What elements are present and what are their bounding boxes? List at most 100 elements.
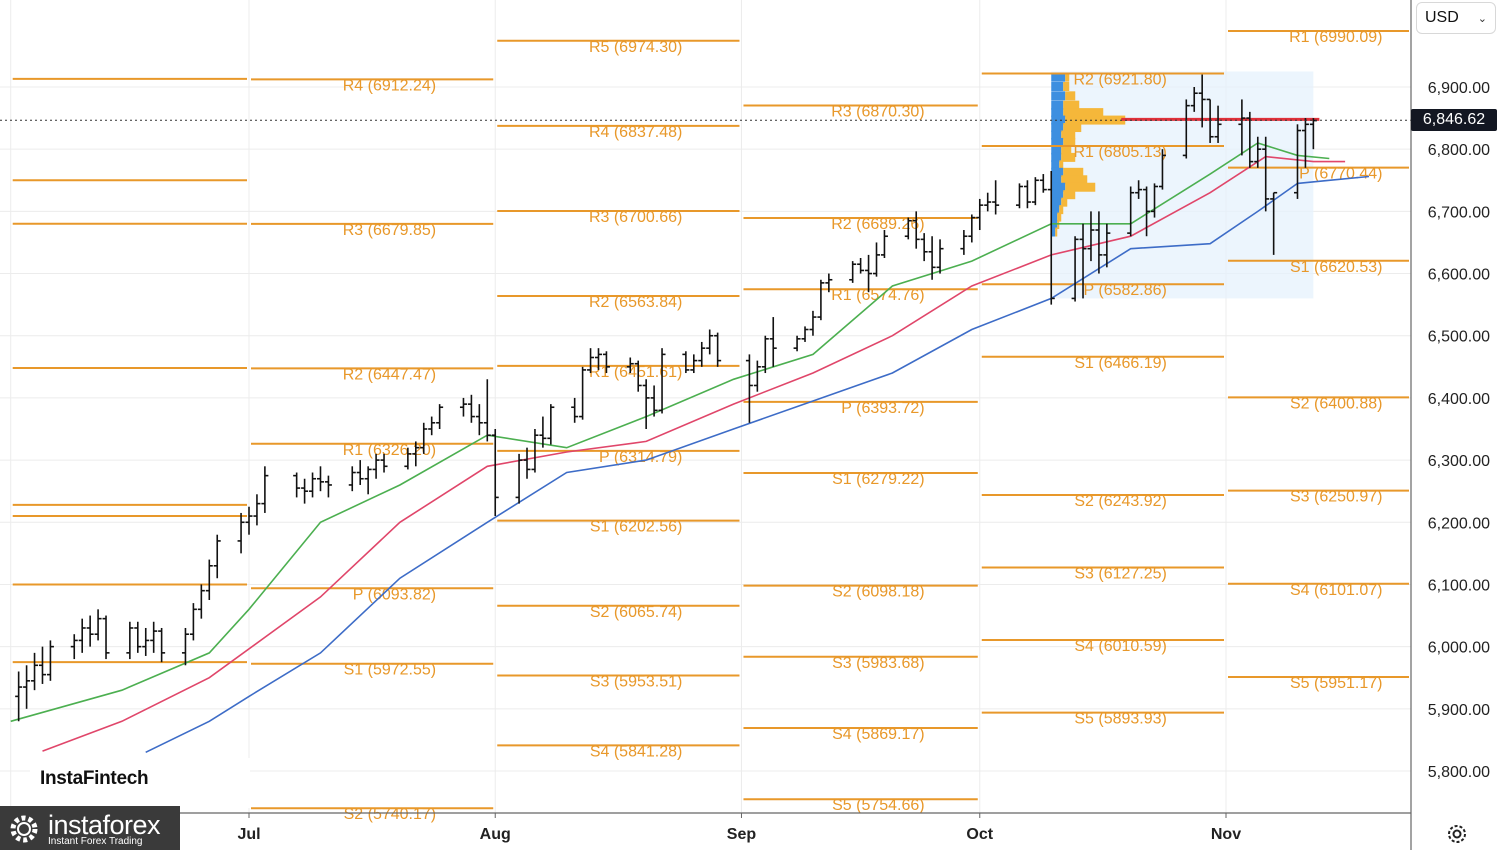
ohlc-bar	[817, 279, 825, 321]
ohlc-bar	[253, 494, 261, 526]
ohlc-bar	[571, 397, 579, 423]
ohlc-bar	[761, 335, 769, 374]
ohlc-bar	[880, 230, 888, 258]
ohlc-bar	[293, 472, 301, 498]
ohlc-bar	[70, 634, 78, 660]
moving-average-line	[42, 155, 1346, 752]
volume-profile-bar-buy	[1051, 72, 1066, 82]
ohlc-bar	[1182, 99, 1190, 159]
ohlc-bar	[475, 404, 483, 436]
ohlc-bar	[1270, 191, 1278, 255]
ohlc-bar	[483, 379, 491, 442]
pivot-level-label: S2 (6243.92)	[1074, 493, 1167, 510]
volume-profile-bar-buy	[1051, 137, 1064, 147]
ohlc-bar	[650, 385, 658, 417]
month-tick-label: Nov	[1211, 826, 1241, 843]
ohlc-bar	[309, 472, 317, 498]
pivot-level-label: S3 (5953.51)	[590, 674, 683, 691]
ohlc-bar	[1127, 186, 1135, 237]
ohlc-bar	[690, 354, 698, 374]
ohlc-bar	[539, 416, 547, 448]
ohlc-bar	[46, 640, 54, 681]
pivot-level-label: R1 (6805.13)	[1073, 144, 1166, 161]
ohlc-bar	[976, 198, 984, 231]
pivot-level-label: S1 (6620.53)	[1290, 259, 1383, 276]
ohlc-bar	[356, 460, 364, 485]
pivot-level-label: R3 (6700.66)	[589, 209, 682, 226]
ohlc-bar	[181, 627, 189, 666]
ohlc-bar	[189, 603, 197, 641]
ohlc-bar	[404, 447, 412, 470]
pivot-level-label: S1 (6466.19)	[1074, 355, 1167, 372]
ohlc-bar	[1293, 124, 1301, 199]
moving-average-line	[145, 175, 1370, 754]
ohlc-bar	[1135, 180, 1143, 199]
volume-profile-bar-sell	[1063, 100, 1080, 110]
volume-profile-bar-buy	[1051, 160, 1060, 170]
ohlc-bar	[1206, 98, 1214, 143]
month-tick-label: Jul	[237, 826, 260, 843]
volume-profile-bar-sell	[1059, 160, 1064, 170]
ohlc-bar	[825, 273, 833, 293]
ohlc-bar	[412, 441, 420, 467]
volume-profile-bar-buy	[1051, 152, 1062, 162]
volume-profile-bar-sell	[1063, 167, 1084, 177]
volume-profile-bar-buy	[1051, 175, 1062, 185]
ohlc-bar	[459, 397, 467, 417]
ohlc-bar	[420, 422, 428, 454]
ohlc-bar	[920, 233, 928, 262]
ohlc-bar	[865, 254, 873, 293]
price-tick-label: 6,900.00	[1428, 80, 1490, 97]
ohlc-bar	[769, 317, 777, 367]
pivot-level-label: R4 (6837.48)	[589, 124, 682, 141]
pivot-level-label: S3 (5983.68)	[832, 655, 925, 672]
month-tick-label: Oct	[966, 826, 993, 843]
pivot-level-label: S2 (6065.74)	[590, 604, 683, 621]
pivot-level-label: P (6093.82)	[353, 586, 436, 603]
price-axis[interactable]: 5,800.00 5,900.00 6,000.00 6,100.00 6,200.00…	[1428, 80, 1490, 781]
pivot-level-label: S4 (6101.07)	[1290, 582, 1383, 599]
logo-tagline: Instant Forex Trading	[48, 836, 143, 847]
pivot-levels: R4 (6912.24) R3 (6679.85) R2 (6447.47) R1 (…	[12, 29, 1409, 823]
ohlc-bar	[245, 506, 253, 535]
price-tick-label: 6,800.00	[1428, 142, 1490, 159]
volume-profile-bar-buy	[1051, 115, 1066, 125]
pivot-level-label: S5 (5951.17)	[1290, 675, 1383, 692]
ohlc-bar	[126, 621, 134, 660]
volume-profile-bar-buy	[1051, 108, 1064, 118]
pivot-level-label: S4 (5869.17)	[832, 726, 925, 743]
pivot-level-label: P (6393.72)	[841, 400, 924, 417]
month-tick-label: Sep	[727, 826, 757, 843]
ohlc-bar	[968, 214, 976, 243]
volume-profile-bar-sell	[1065, 182, 1096, 192]
volume-profile-bar-buy	[1051, 82, 1064, 91]
ohlc-bar	[1190, 87, 1198, 112]
ohlc-bar	[348, 466, 356, 492]
volume-profile-bar-buy	[1051, 227, 1056, 237]
ohlc-bar	[547, 404, 555, 445]
ohlc-bar	[1238, 99, 1246, 156]
ohlc-bar	[515, 453, 523, 504]
time-axis[interactable]: Jul Aug Sep Oct Nov	[237, 813, 1241, 843]
volume-profile-bar-sell	[1063, 190, 1076, 200]
ohlc-bar	[1023, 180, 1031, 209]
brand-logo[interactable]: instaforex Instant Forex Trading	[0, 806, 180, 850]
settings-gear-icon[interactable]	[1443, 820, 1471, 848]
ohlc-bar	[1047, 170, 1055, 305]
pivot-level-label: R2 (6921.80)	[1073, 71, 1166, 88]
volume-profile-bar-buy	[1051, 130, 1062, 140]
pivot-level-label: S5 (5893.93)	[1074, 711, 1167, 728]
currency-select[interactable]: USD ⌄	[1416, 2, 1496, 34]
ohlc-bar	[150, 621, 158, 653]
ohlc-bars	[15, 74, 1317, 722]
volume-profile-bar-sell	[1065, 72, 1070, 82]
volume-profile-bar-sell	[1057, 212, 1062, 222]
pivot-level-label: R2 (6447.47)	[343, 366, 436, 383]
volume-profile-bar-sell	[1063, 108, 1104, 118]
ohlc-bar	[642, 379, 650, 429]
pivot-level-label: R3 (6679.85)	[343, 222, 436, 239]
ohlc-bar	[912, 211, 920, 249]
ohlc-bar	[602, 351, 610, 374]
price-tick-label: 6,300.00	[1428, 453, 1490, 470]
